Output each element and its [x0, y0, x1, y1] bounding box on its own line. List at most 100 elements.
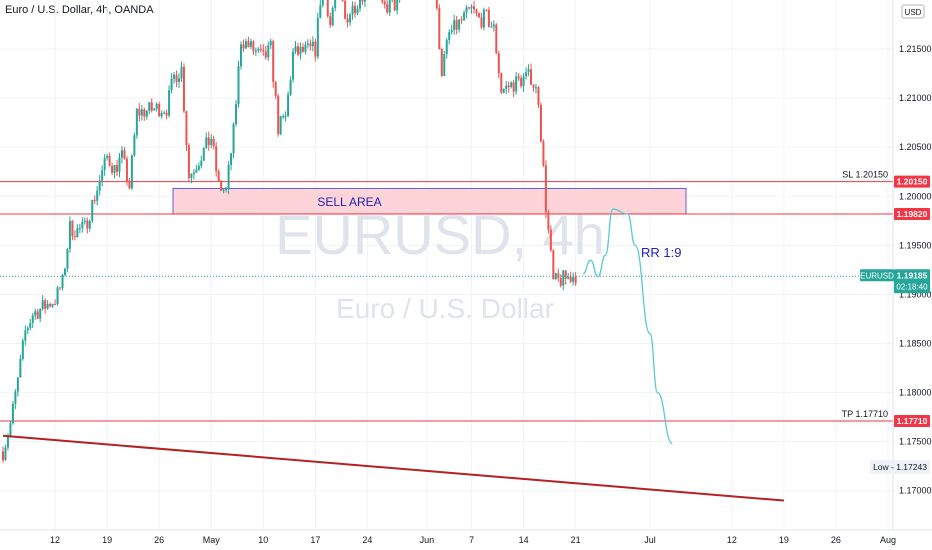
candle-body [557, 273, 560, 279]
candle-body [358, 0, 361, 9]
candle-body [309, 43, 312, 47]
candles [2, 0, 577, 463]
candle-body [567, 276, 570, 279]
candle-body [232, 124, 235, 154]
candle-body [388, 0, 391, 13]
candle-body [559, 278, 562, 286]
low-marker-badge [870, 459, 930, 474]
candle-body [200, 160, 203, 166]
candle-body [435, 0, 438, 8]
candle-body [113, 165, 116, 173]
symbol-title: Euro / U.S. Dollar, 4h, OANDA [5, 4, 154, 16]
candle-body [118, 157, 121, 172]
price-tick-label: 1.19000 [899, 289, 932, 299]
candle-body [91, 199, 94, 221]
candle-body [252, 41, 255, 52]
price-axis-bg [893, 0, 932, 530]
trendline[interactable] [2, 434, 784, 502]
candle-body [29, 322, 32, 329]
candle-body [500, 73, 503, 93]
candle-body [564, 270, 567, 279]
candle-body [71, 221, 74, 237]
candle-body [440, 48, 443, 76]
candle-body [212, 138, 215, 147]
candle-body [227, 164, 230, 189]
candle-body [393, 0, 396, 11]
candle-body [86, 220, 89, 229]
candle-body [495, 24, 498, 54]
watermark-name: Euro / U.S. Dollar [336, 293, 554, 324]
candle-body [349, 14, 352, 23]
candle-body [106, 155, 109, 158]
level-lines[interactable]: SL 1.20150 TP 1.17710 [0, 170, 893, 422]
candle-body [463, 12, 466, 21]
candle-body [507, 85, 510, 88]
time-tick-label: 26 [831, 535, 841, 545]
candle-body [311, 41, 314, 47]
candle-body [116, 165, 119, 172]
candle-body [505, 85, 508, 89]
candle-body [173, 74, 176, 79]
time-tick-label: May [203, 535, 221, 545]
candle-body [562, 270, 565, 286]
candle-body [165, 112, 168, 116]
candle-body [108, 155, 111, 166]
candle-body [192, 172, 195, 175]
sell-area-rect[interactable] [172, 187, 687, 215]
candle-body [34, 311, 37, 316]
currency-badge[interactable] [901, 4, 925, 19]
candle-body [356, 8, 359, 14]
price-tick-label: 1.17000 [899, 486, 932, 496]
candle-body [242, 44, 245, 49]
price-tick-label: 1.18000 [899, 388, 932, 398]
candle-body [19, 359, 22, 378]
candle-body [331, 7, 334, 26]
candle-body [515, 76, 518, 92]
candle-body [448, 32, 451, 40]
candle-body [63, 268, 66, 275]
candle-body [158, 103, 161, 117]
candle-body [569, 276, 572, 282]
price-axis[interactable]: 1.21500 1.21000 1.20500 1.20000 1.19500 1.190… [892, 0, 932, 530]
candle-body [527, 69, 530, 73]
candle-body [222, 189, 225, 191]
candle-body [190, 174, 193, 179]
candle-body [123, 150, 126, 159]
sell-area-zone[interactable]: SELL AREA [172, 187, 687, 215]
candle-body [4, 447, 7, 461]
candle-body [485, 9, 488, 11]
time-tick-label: 17 [310, 535, 320, 545]
last-price-badge [894, 269, 930, 294]
candle-body [497, 53, 500, 74]
candle-body [68, 221, 71, 250]
candle-body [220, 181, 223, 191]
candle-body [341, 0, 344, 1]
level-label: SL 1.20150 [842, 170, 888, 180]
level-price-badge-text: 1.17710 [897, 416, 928, 426]
candle-body [269, 41, 272, 46]
drawing-overlays[interactable]: RR 1:9 [0, 208, 893, 502]
candle-body [180, 66, 183, 79]
candle-body [468, 7, 471, 9]
candle-body [381, 0, 384, 2]
candle-body [277, 95, 280, 135]
price-tick-label: 1.20000 [899, 191, 932, 201]
projection-curve[interactable] [582, 208, 673, 445]
candle-body [299, 46, 302, 55]
candle-body [465, 7, 468, 13]
candle-body [185, 111, 188, 146]
price-tick-label: 1.17500 [899, 437, 932, 447]
candle-body [11, 404, 14, 424]
candle-body [443, 54, 446, 76]
candle-body [316, 18, 319, 57]
candle-body [477, 13, 480, 18]
candle-body [182, 66, 185, 112]
candle-body [520, 78, 523, 87]
time-tick-label: 24 [362, 535, 372, 545]
candle-body [264, 51, 267, 58]
candle-body [93, 199, 96, 201]
candle-body [239, 44, 242, 67]
time-axis[interactable]: 12 19 26 May 10 17 24 Jun 7 14 21 Jul 12 19 26 Aug [0, 529, 932, 550]
price-badges: 1.20150 1.19820 1.17710 EURUSD 1.19185 02:18:… [860, 175, 930, 474]
